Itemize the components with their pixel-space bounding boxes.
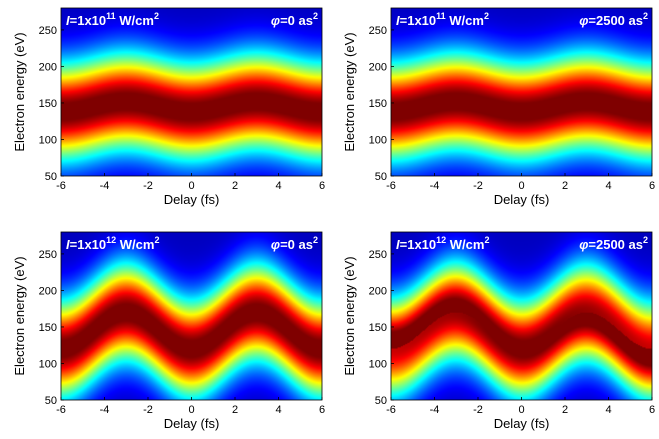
- y-tick-label: 50: [375, 171, 387, 183]
- x-tick-label: 2: [232, 404, 238, 416]
- y-tick-label: 200: [39, 285, 57, 297]
- y-tick-label: 250: [39, 25, 57, 37]
- x-tick-label: 0: [188, 404, 194, 416]
- y-tick-label: 250: [369, 25, 387, 37]
- phase-annotation: φ=2500 as2: [579, 11, 648, 28]
- x-tick-label: 6: [649, 180, 655, 192]
- intensity-annotation: I=1x1012 W/cm2: [66, 235, 159, 252]
- y-tick-label: 150: [369, 98, 387, 110]
- y-tick-label: 250: [39, 249, 57, 261]
- y-tick-label: 50: [375, 395, 387, 407]
- panel-bottom-right: -6 -4 -2 0 2 4 6 50 100 150 200 250 Delay (fs) Electr…: [342, 231, 655, 431]
- x-tick-label: -2: [143, 404, 153, 416]
- y-axis-label: Electron energy (eV): [12, 256, 27, 375]
- phase-annotation: φ=2500 as2: [579, 235, 648, 252]
- panel-top-left: -6 -4 -2 0 2 4 6 50 100 150 200 250 Delay (fs) Electr…: [12, 7, 325, 207]
- x-tick-label: 4: [275, 404, 281, 416]
- x-tick-label: 0: [518, 404, 524, 416]
- heatmap-image: [61, 232, 322, 400]
- heatmap-image: [391, 232, 652, 400]
- heatmap-image: [61, 8, 322, 176]
- x-tick-label: -2: [473, 404, 483, 416]
- x-tick-label: 2: [232, 180, 238, 192]
- x-tick-label: 6: [319, 180, 325, 192]
- x-tick-label: 0: [518, 180, 524, 192]
- x-tick-label: -6: [56, 404, 66, 416]
- x-tick-label: 0: [188, 180, 194, 192]
- x-tick-label: -2: [473, 180, 483, 192]
- x-tick-label: -2: [143, 180, 153, 192]
- y-tick-label: 250: [369, 249, 387, 261]
- x-tick-label: 2: [562, 180, 568, 192]
- x-axis-label: Delay (fs): [494, 416, 550, 431]
- intensity-annotation: I=1x1012 W/cm2: [396, 235, 489, 252]
- y-tick-label: 200: [369, 61, 387, 73]
- y-tick-label: 100: [39, 358, 57, 370]
- x-tick-label: -4: [100, 404, 110, 416]
- heatmap-image: [391, 8, 652, 176]
- x-tick-label: 4: [605, 180, 611, 192]
- y-tick-label: 200: [39, 61, 57, 73]
- y-tick-label: 100: [39, 134, 57, 146]
- intensity-annotation: I=1x1011 W/cm2: [66, 11, 159, 28]
- y-tick-label: 50: [45, 395, 57, 407]
- panel-top-right: -6 -4 -2 0 2 4 6 50 100 150 200 250 Delay (fs) Electr…: [342, 7, 655, 207]
- x-axis-label: Delay (fs): [164, 416, 220, 431]
- y-tick-label: 100: [369, 134, 387, 146]
- y-tick-label: 50: [45, 171, 57, 183]
- y-tick-label: 200: [369, 285, 387, 297]
- x-tick-label: -6: [386, 404, 396, 416]
- x-tick-label: 2: [562, 404, 568, 416]
- intensity-annotation: I=1x1011 W/cm2: [396, 11, 489, 28]
- x-tick-label: 6: [319, 404, 325, 416]
- y-tick-label: 100: [369, 358, 387, 370]
- x-tick-label: 6: [649, 404, 655, 416]
- phase-annotation: φ=0 as2: [271, 11, 318, 28]
- x-axis-label: Delay (fs): [494, 192, 550, 207]
- x-tick-label: -4: [100, 180, 110, 192]
- x-tick-label: -4: [430, 404, 440, 416]
- panel-bottom-left: -6 -4 -2 0 2 4 6 50 100 150 200 250 Delay (fs) Electr…: [12, 231, 325, 431]
- y-tick-label: 150: [39, 322, 57, 334]
- x-tick-label: -6: [386, 180, 396, 192]
- y-axis-label: Electron energy (eV): [12, 32, 27, 151]
- x-tick-label: -4: [430, 180, 440, 192]
- y-axis-label: Electron energy (eV): [342, 256, 357, 375]
- phase-annotation: φ=0 as2: [271, 235, 318, 252]
- y-tick-label: 150: [39, 98, 57, 110]
- y-tick-label: 150: [369, 322, 387, 334]
- y-axis-label: Electron energy (eV): [342, 32, 357, 151]
- x-tick-label: -6: [56, 180, 66, 192]
- x-tick-label: 4: [275, 180, 281, 192]
- x-tick-label: 4: [605, 404, 611, 416]
- x-axis-label: Delay (fs): [164, 192, 220, 207]
